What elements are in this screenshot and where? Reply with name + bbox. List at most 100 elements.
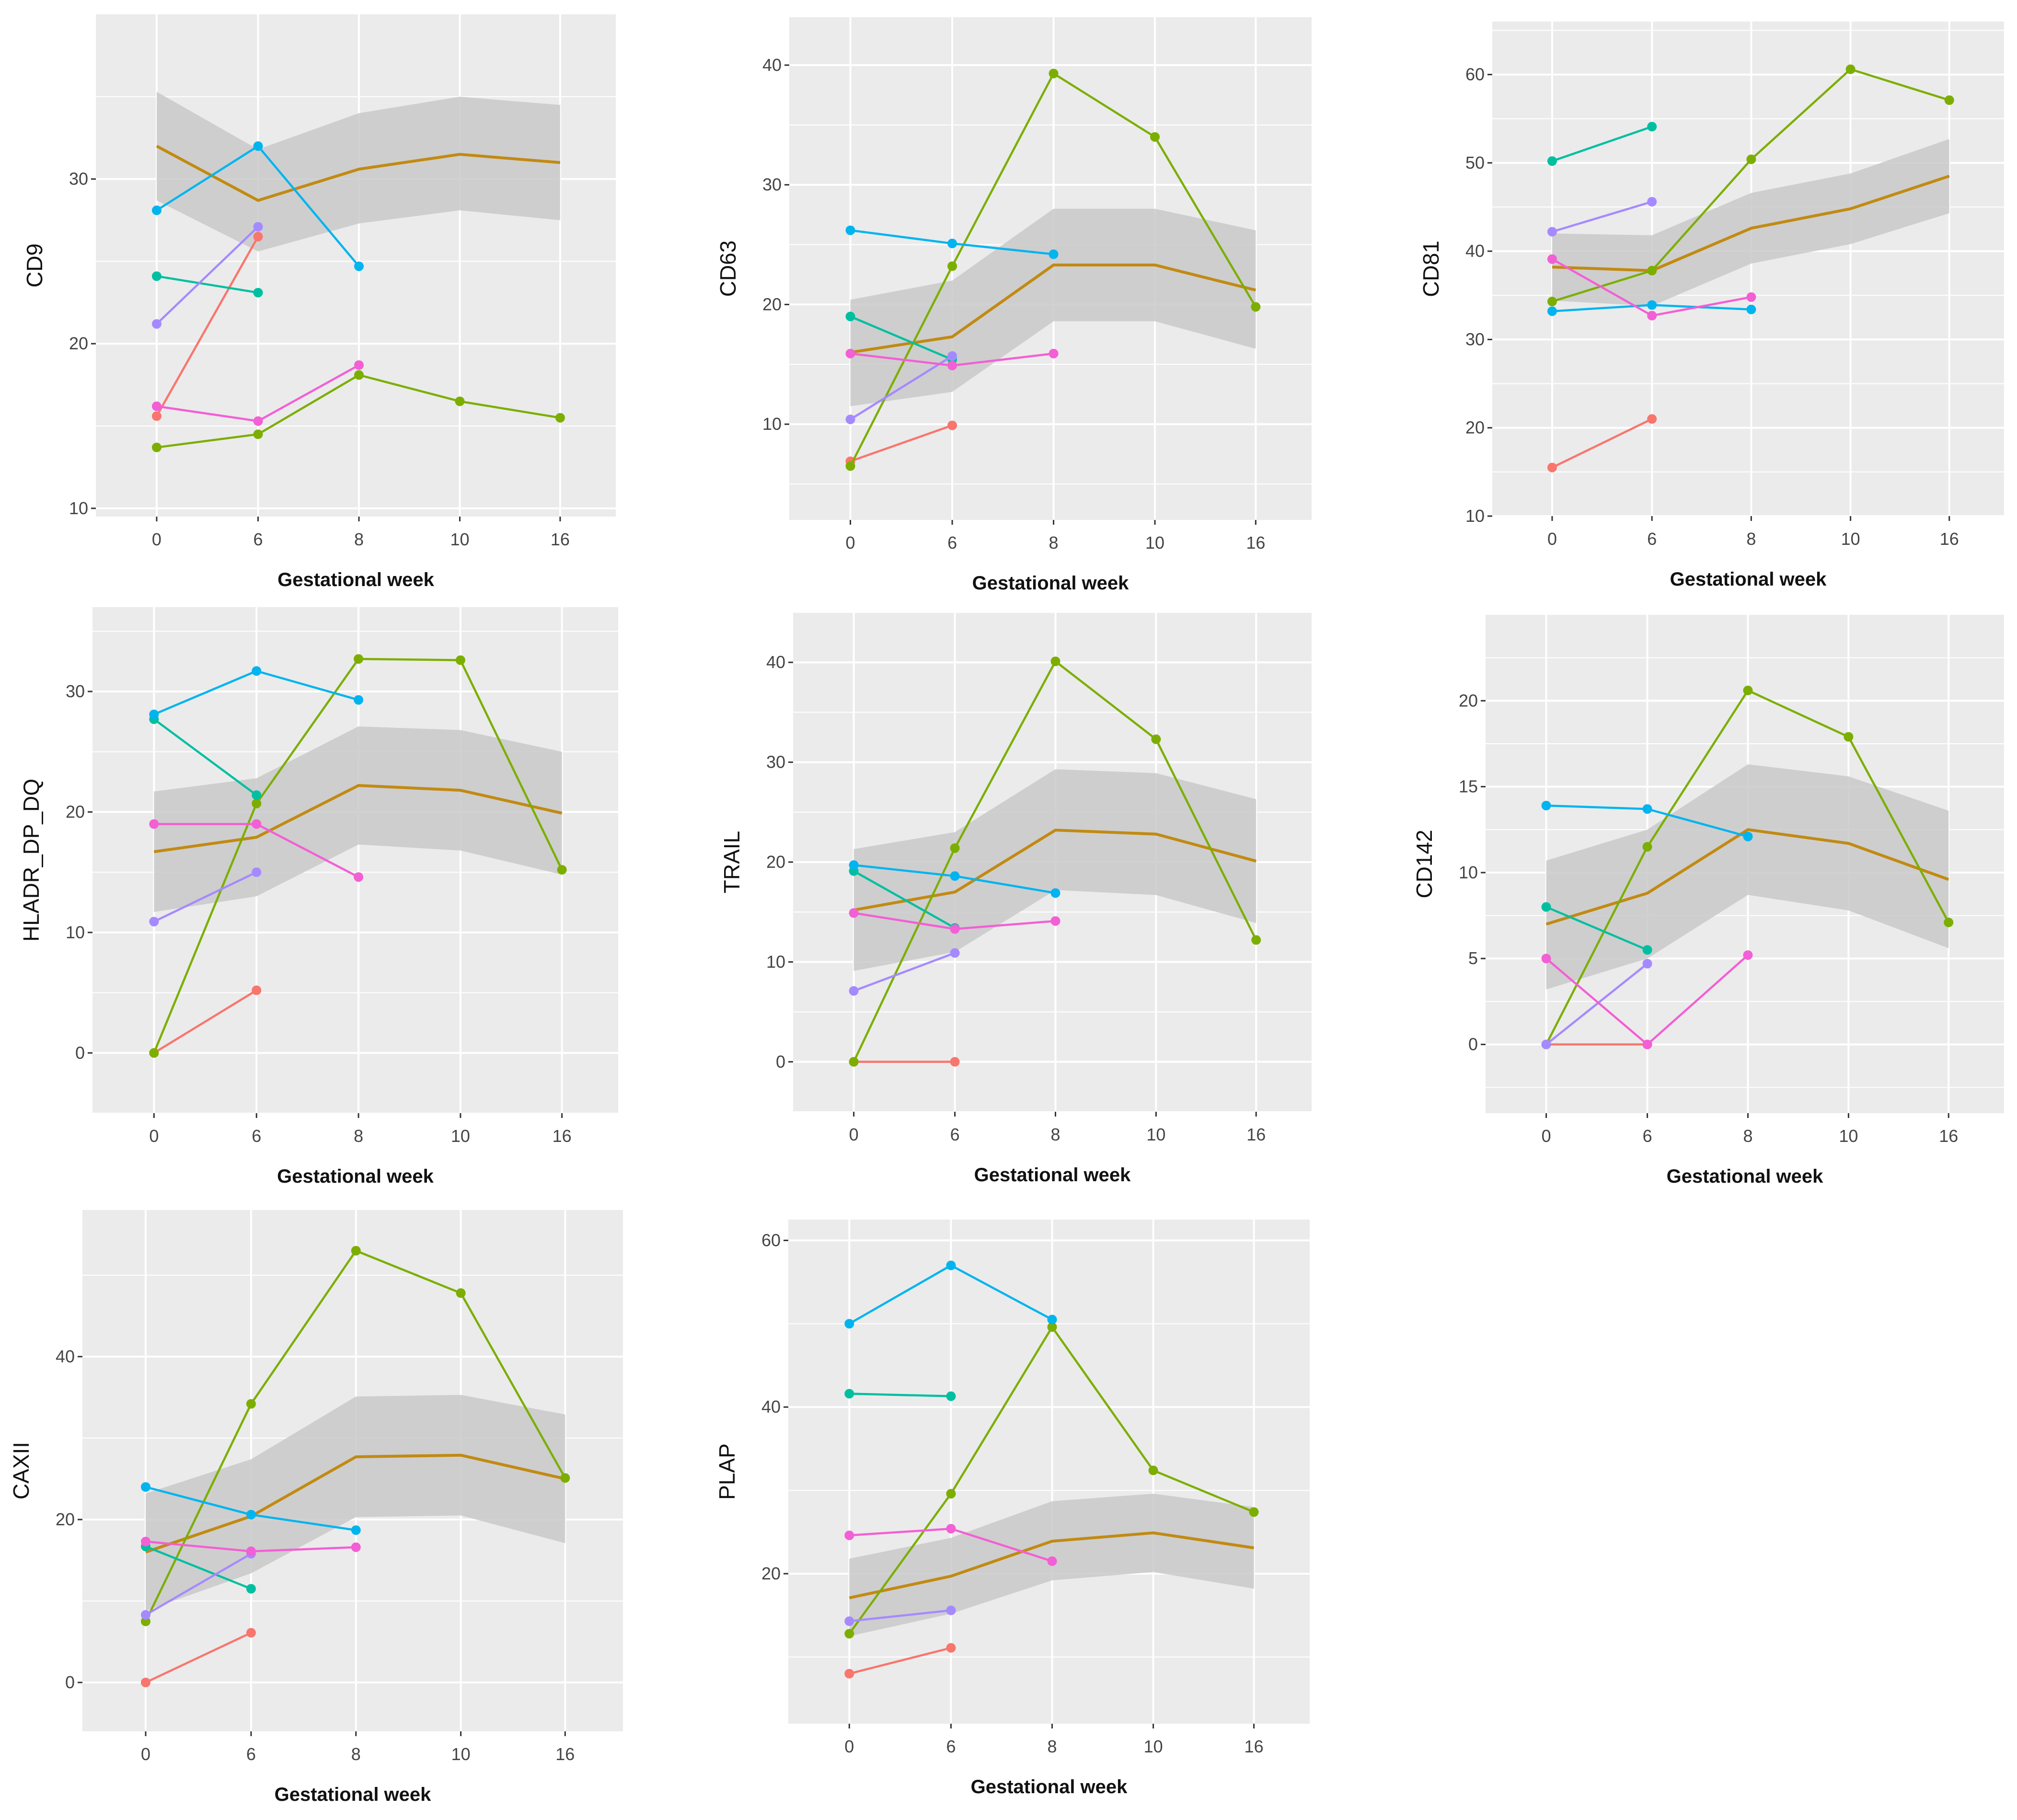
x-tick-label: 10: [1146, 1125, 1165, 1144]
data-point: [253, 288, 263, 298]
series-subject-2: [845, 69, 1261, 471]
y-tick-label: 0: [776, 1052, 785, 1071]
data-point: [354, 695, 364, 705]
x-tick-label: 16: [553, 1126, 572, 1146]
data-point: [252, 790, 262, 800]
data-point: [844, 1319, 854, 1329]
series-subject-6: [151, 360, 364, 426]
data-point: [455, 396, 465, 406]
x-tick-label: 8: [1048, 1737, 1057, 1756]
data-point: [253, 141, 263, 151]
data-point: [849, 860, 859, 870]
x-tick-label: 0: [1547, 529, 1557, 549]
chart-panel-hladr_dp_dq: 0 10 20 30 0 6 8 10 16 Gestational week HLADR_DP_D…: [19, 607, 618, 1187]
data-point: [151, 411, 161, 421]
series-line: [853, 952, 956, 992]
y-tick-label: 10: [69, 498, 88, 518]
series-line: [145, 1545, 252, 1590]
x-tick-label: 16: [555, 1744, 575, 1764]
x-tick-label: 6: [1647, 529, 1657, 549]
y-axis-title: HLADR_DP_DQ: [19, 779, 44, 942]
series-line: [1545, 963, 1648, 1046]
series-subject-3: [1541, 902, 1652, 955]
x-axis-title: Gestational week: [1670, 569, 1827, 590]
y-tick-label: 60: [761, 1230, 781, 1250]
data-point: [950, 871, 960, 881]
series-line: [156, 275, 258, 294]
series-subject-6: [849, 908, 1060, 934]
data-point: [1150, 132, 1160, 142]
data-point: [354, 872, 364, 882]
x-tick-label: 16: [1939, 1126, 1958, 1146]
x-tick-label: 8: [354, 530, 364, 549]
y-tick-label: 10: [66, 922, 85, 942]
data-point: [1047, 1322, 1057, 1332]
data-point: [253, 231, 263, 242]
chart-panel-trail: 0 10 20 30 40 0 6 8 10 16 Gestational week TRAIL: [719, 612, 1312, 1186]
data-point: [351, 1525, 361, 1535]
series-subject-6: [149, 819, 364, 882]
y-tick-label: 20: [66, 802, 85, 821]
x-axis-title: Gestational week: [277, 569, 435, 590]
data-point: [1647, 414, 1657, 424]
data-point: [1642, 945, 1652, 955]
data-point: [1541, 954, 1551, 964]
data-point: [252, 819, 262, 829]
x-tick-label: 8: [351, 1744, 361, 1764]
x-tick-label: 6: [947, 533, 957, 553]
x-axis-title: Gestational week: [1667, 1166, 1824, 1187]
series-subject-5: [1547, 196, 1657, 237]
data-point: [253, 222, 263, 232]
data-point: [844, 1629, 854, 1639]
data-point: [1249, 1507, 1259, 1517]
series-line: [849, 1393, 951, 1397]
y-axis-title: TRAIL: [719, 831, 744, 893]
data-point: [849, 986, 859, 996]
mean-trend-line: [153, 784, 563, 853]
x-tick-label: 6: [254, 530, 263, 549]
y-tick-label: 0: [75, 1043, 85, 1062]
series-subject-4: [149, 666, 364, 719]
data-point: [252, 867, 262, 877]
data-point: [845, 461, 855, 471]
data-point: [1647, 300, 1657, 310]
x-tick-label: 0: [152, 530, 161, 549]
series-subject-2: [849, 657, 1261, 1067]
y-tick-label: 20: [56, 1509, 75, 1529]
y-tick-label: 10: [766, 952, 785, 971]
x-tick-label: 10: [1841, 529, 1860, 549]
y-axis-title: PLAP: [715, 1443, 739, 1500]
series-line: [849, 1609, 951, 1623]
data-point: [1743, 831, 1753, 841]
data-point: [354, 360, 364, 370]
data-point: [351, 1542, 361, 1552]
x-tick-label: 6: [1643, 1126, 1652, 1146]
data-point: [252, 666, 262, 676]
chart-panel-cd63: 10 20 30 40 0 6 8 10 16 Gestational week CD63: [715, 17, 1312, 594]
y-tick-label: 30: [66, 681, 85, 701]
data-point: [140, 1610, 150, 1620]
y-tick-label: 40: [56, 1347, 75, 1366]
x-tick-label: 10: [1839, 1126, 1858, 1146]
data-point: [246, 1546, 256, 1556]
data-point: [1845, 64, 1856, 74]
data-point: [140, 1678, 150, 1687]
confidence-ribbon: [1552, 139, 1949, 306]
data-point: [1944, 917, 1954, 927]
y-tick-label: 40: [762, 55, 782, 75]
data-point: [1050, 657, 1060, 667]
confidence-ribbon: [154, 726, 562, 912]
data-point: [1647, 265, 1657, 276]
data-point: [151, 271, 161, 281]
chart-panel-cd9: 10 20 30 0 6 8 10 16 Gestational week CD9: [22, 14, 616, 590]
x-tick-label: 8: [354, 1126, 363, 1146]
data-point: [252, 798, 262, 808]
data-point: [1642, 959, 1652, 968]
y-tick-label: 30: [762, 175, 782, 195]
y-tick-label: 60: [1465, 65, 1485, 84]
y-tick-label: 20: [766, 852, 785, 872]
data-point: [149, 917, 159, 927]
data-point: [1050, 888, 1060, 898]
data-point: [1743, 685, 1753, 695]
